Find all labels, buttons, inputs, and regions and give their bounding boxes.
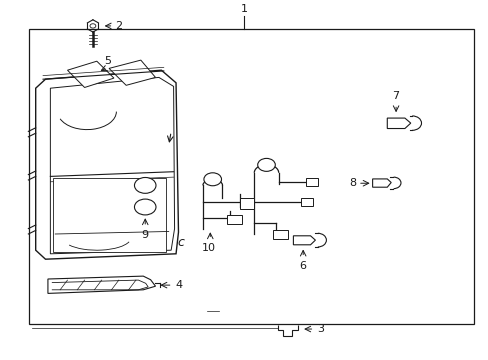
Bar [272,230,287,239]
Bar [239,198,254,209]
Polygon shape [386,118,410,129]
Bar [227,215,242,224]
Text: 4: 4 [175,280,182,290]
Circle shape [134,177,156,193]
Circle shape [134,199,156,215]
Polygon shape [293,236,315,245]
Text: 10: 10 [202,243,216,253]
Bar [29,29,473,324]
Text: 9: 9 [142,230,148,240]
Polygon shape [48,276,155,293]
Text: 7: 7 [392,91,399,101]
Text: 8: 8 [348,178,355,188]
Text: 6: 6 [299,261,306,271]
Circle shape [257,158,275,171]
Polygon shape [36,70,178,259]
Bar [300,198,312,206]
Bar [305,178,317,186]
Polygon shape [67,61,114,87]
Polygon shape [109,60,155,85]
Text: 5: 5 [104,56,111,66]
Text: 1: 1 [241,4,247,14]
Text: 3: 3 [316,324,323,334]
Polygon shape [372,179,390,187]
Bar [53,178,166,252]
Text: 2: 2 [115,21,122,31]
Text: c: c [177,237,184,249]
Polygon shape [50,77,174,254]
Circle shape [90,24,96,28]
Circle shape [203,173,221,186]
